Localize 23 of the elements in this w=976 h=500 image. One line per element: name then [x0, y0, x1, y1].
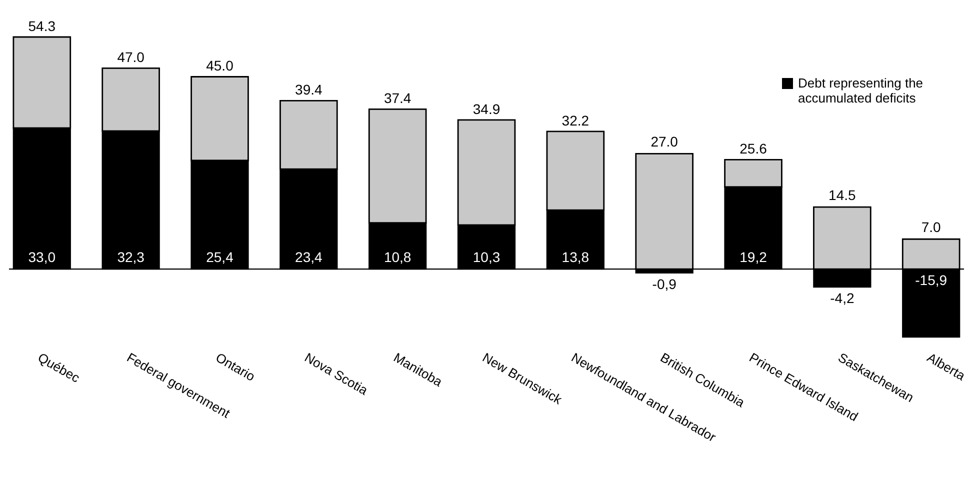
data-label: 13,8 — [562, 249, 590, 266]
data-label: 14.5 — [828, 187, 856, 204]
data-label: 7.0 — [921, 219, 942, 236]
total-label: 32.2 — [562, 112, 590, 128]
total-label: 34.9 — [472, 100, 500, 117]
data-label: -15,9 — [915, 272, 948, 288]
data-label: 23,4 — [295, 249, 322, 266]
data-label: 19,2 — [740, 249, 768, 266]
data-label: -0,9 — [652, 276, 677, 292]
data-label: 10,8 — [384, 249, 412, 266]
total-label: 37.4 — [384, 90, 412, 106]
data-label: 25,4 — [206, 249, 234, 266]
total-label: 39.4 — [295, 82, 322, 98]
total-label: 54.3 — [28, 18, 56, 34]
data-label: 32,3 — [117, 249, 145, 266]
data-label: -4,2 — [830, 290, 854, 306]
total-label: 25.6 — [740, 140, 768, 157]
legend-label: Debt representing the accumulated deficits — [798, 76, 924, 106]
data-label: 10,3 — [472, 249, 500, 266]
total-label: 45.0 — [206, 58, 234, 74]
data-label: 27.0 — [650, 134, 678, 150]
total-label: 47.0 — [117, 49, 145, 66]
data-label: 33,0 — [28, 249, 56, 266]
